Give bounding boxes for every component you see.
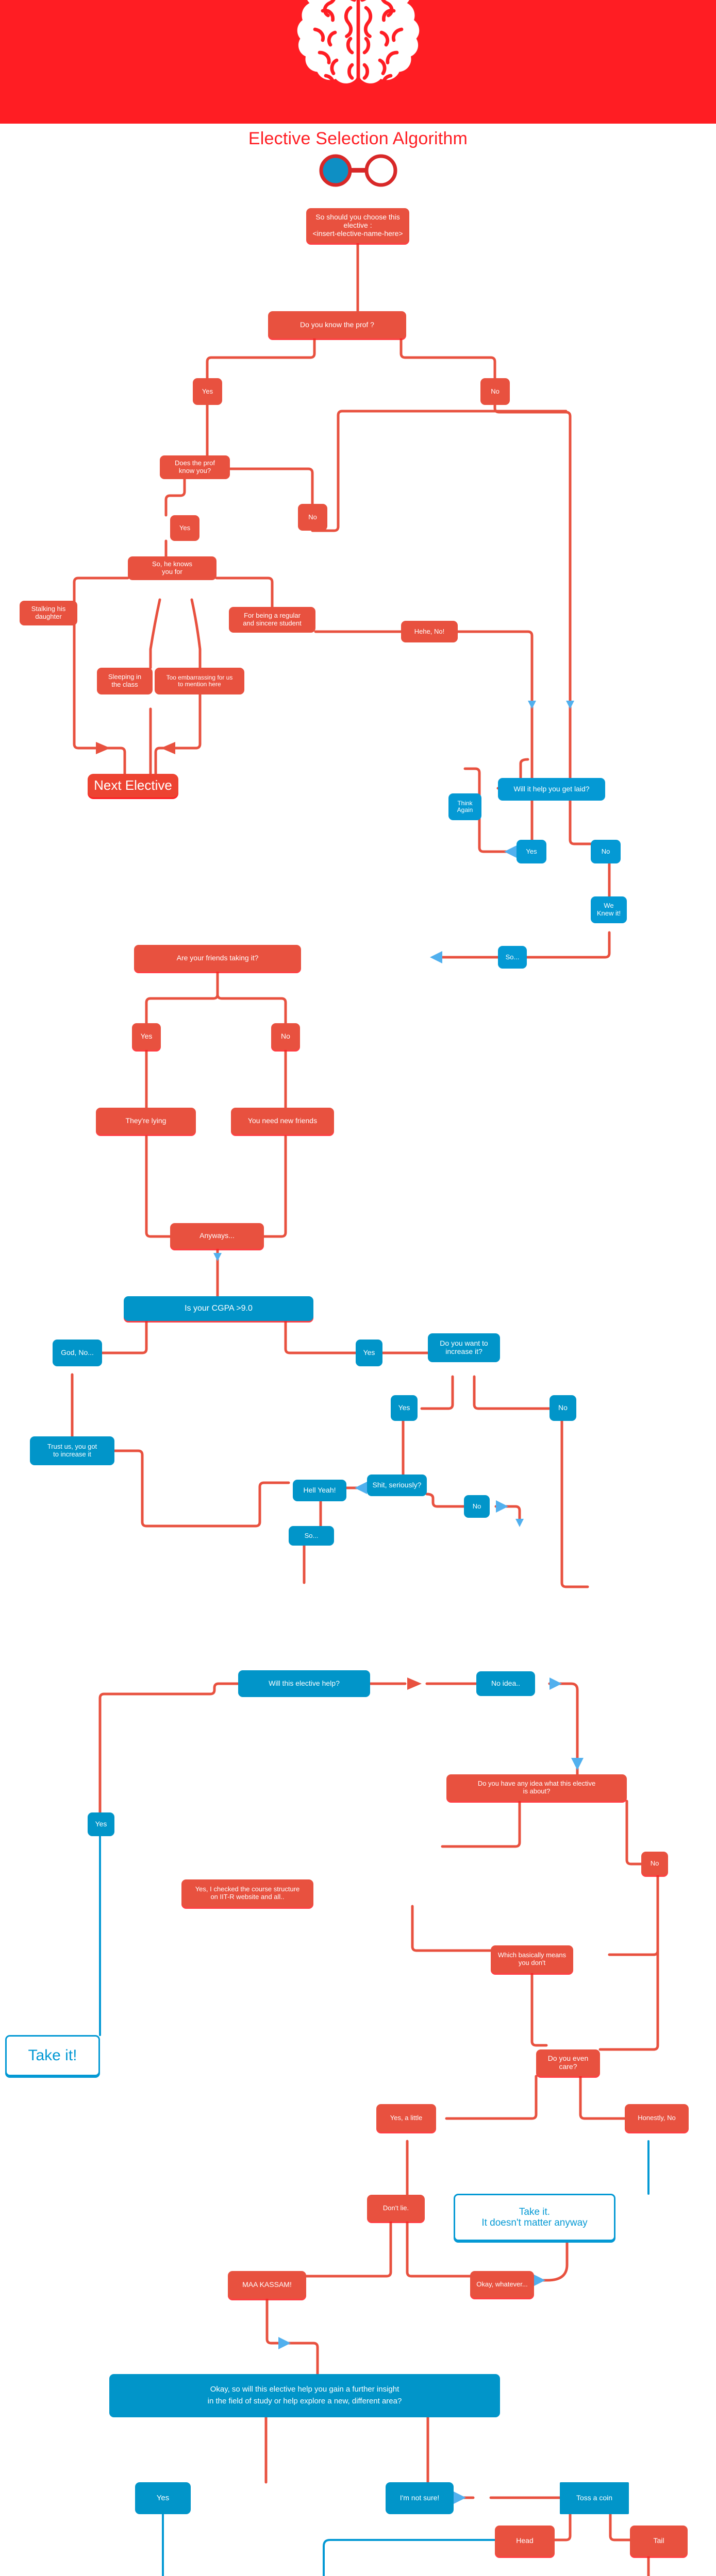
node-prof-knows[interactable]: Does the prof know you? [160,455,230,479]
brain-icon [297,0,419,113]
node-maa-kassam[interactable]: MAA KASSAM! [228,2271,306,2299]
node-stalking-line2: daughter [35,613,62,620]
node-basically-means[interactable]: Which basically means you don't [491,1945,573,1973]
node-we-knew-it[interactable]: We Knew it! [591,896,627,923]
node-gl-no[interactable]: No [591,840,621,863]
node-checked[interactable]: Yes, I checked the course structure on I… [181,1879,313,1907]
node-take-it-2-line1: Take it. [519,2206,551,2217]
node-pk-no[interactable]: No [298,504,327,531]
node-cg-yes[interactable]: Yes [356,1340,382,1366]
node-not-sure[interactable]: I'm not sure! [386,2482,454,2514]
node-honestly-no[interactable]: Honestly, No [625,2104,689,2132]
node-start-line2: <insert-elective-name-here> [312,229,403,238]
node-we-knew-line2: Knew it! [596,909,621,917]
node-cgpa[interactable]: Is your CGPA >9.0 [124,1296,313,1321]
node-start-line1: So should you choose this elective : [315,213,400,230]
node-think-again[interactable]: Think Again [448,793,481,820]
node-take-it-2-line2: It doesn't matter anyway [481,2217,588,2228]
node-fr-no[interactable]: No [271,1023,300,1050]
node-trust-us[interactable]: Trust us, you got to increase it [30,1436,114,1465]
node-friends[interactable]: Are your friends taking it? [134,945,301,972]
node-stalking[interactable]: Stalking his daughter [20,601,77,625]
node-embarrassing-line1: Too embarrassing for us [166,673,233,681]
node-no-idea[interactable]: No idea.. [476,1671,535,1696]
node-next-elective-1[interactable]: Next Elective [88,774,178,798]
node-lying[interactable]: They're lying [96,1108,196,1134]
node-want-increase-line2: increase it? [445,1347,482,1355]
glasses-icon [319,154,397,187]
node-checked-line2: on IIT-R website and all.. [210,1893,285,1901]
node-any-idea-line1: Do you have any idea what this elective [477,1780,596,1788]
node-take-it-1[interactable]: Take it! [5,2035,100,2076]
node-embarrassing[interactable]: Too embarrassing for us to mention here [155,668,244,694]
node-sleeping-line2: the class [111,681,138,688]
node-new-friends[interactable]: You need new friends [231,1108,334,1134]
node-checked-line1: Yes, I checked the course structure [195,1885,300,1893]
node-knows-you-for-line1: So, he knows [152,560,193,568]
node-think-again-line2: Again [457,806,473,814]
node-want-increase-line1: Do you want to [440,1339,488,1348]
node-kp-yes[interactable]: Yes [193,378,222,405]
node-hehe-no[interactable]: Hehe, No! [401,621,458,642]
node-trust-us-line2: to increase it [53,1450,91,1458]
node-any-idea[interactable]: Do you have any idea what this elective … [446,1774,627,1801]
node-start[interactable]: So should you choose this elective : <in… [306,208,409,243]
node-yes-little[interactable]: Yes, a little [376,2104,436,2132]
node-basically-line2: you don't [518,1959,546,1967]
node-okay-whatever[interactable]: Okay, whatever... [470,2271,534,2298]
node-hell-yeah[interactable]: Hell Yeah! [293,1480,346,1501]
node-fq-yes[interactable]: Yes [135,2482,191,2514]
node-eh-yes[interactable]: Yes [88,1812,114,1836]
node-god-no[interactable]: God, No... [53,1340,102,1366]
node-embarrassing-line2: to mention here [178,681,221,688]
node-ss-no[interactable]: No [464,1495,490,1518]
node-sleeping[interactable]: Sleeping in the class [97,668,153,694]
node-regular-line2: and sincere student [243,619,302,627]
node-know-prof[interactable]: Do you know the prof ? [268,311,406,338]
node-wi-yes[interactable]: Yes [391,1395,418,1421]
node-pk-yes[interactable]: Yes [170,515,199,541]
node-final-line2: in the field of study or help explore a … [207,2397,402,2405]
node-take-it-2[interactable]: Take it. It doesn't matter anyway [454,2194,615,2241]
node-gl-yes[interactable]: Yes [517,840,546,863]
node-trust-us-line1: Trust us, you got [47,1443,97,1451]
node-any-idea-line2: is about? [523,1787,551,1795]
node-want-increase[interactable]: Do you want to increase it? [428,1333,500,1362]
node-shit-seriously[interactable]: Shit, seriously? [367,1475,427,1496]
node-wi-no[interactable]: No [550,1395,576,1421]
node-basically-line1: Which basically means [497,1951,567,1959]
node-toss-coin[interactable]: Toss a coin [560,2482,629,2514]
node-regular-line1: For being a regular [244,612,301,620]
node-tail[interactable]: Tail [630,2526,688,2556]
node-stalking-line1: Stalking his [31,605,66,613]
node-regular-student[interactable]: For being a regular and sincere student [229,607,315,633]
node-we-knew-line1: We [604,902,614,910]
node-head[interactable]: Head [495,2526,555,2556]
header-banner [0,0,716,124]
node-think-again-line1: Think [457,799,473,807]
node-even-care[interactable]: Do you even care? [536,2049,600,2076]
node-so-2[interactable]: So... [289,1526,334,1546]
node-so-1[interactable]: So... [498,946,527,969]
node-sleeping-line1: Sleeping in [108,673,142,681]
node-kp-no[interactable]: No [480,378,510,405]
node-knows-you-for[interactable]: So, he knows you for [128,556,217,580]
node-anyways[interactable]: Anyways... [170,1223,264,1249]
node-final-question[interactable]: Okay, so will this elective help you gai… [109,2374,500,2417]
node-elective-help[interactable]: Will this elective help? [238,1670,370,1697]
node-knows-you-for-line2: you for [162,568,182,575]
node-ai-no[interactable]: No [641,1852,668,1875]
node-dont-lie[interactable]: Don't lie. [367,2195,425,2222]
node-prof-knows-line1: Does the prof [174,459,215,467]
node-fr-yes[interactable]: Yes [132,1023,161,1050]
node-get-laid[interactable]: Will it help you get laid? [498,778,605,801]
node-final-line1: Okay, so will this elective help you gai… [210,2385,399,2394]
node-prof-knows-line2: know you? [178,467,211,474]
page-title: Elective Selection Algorithm [248,129,468,148]
